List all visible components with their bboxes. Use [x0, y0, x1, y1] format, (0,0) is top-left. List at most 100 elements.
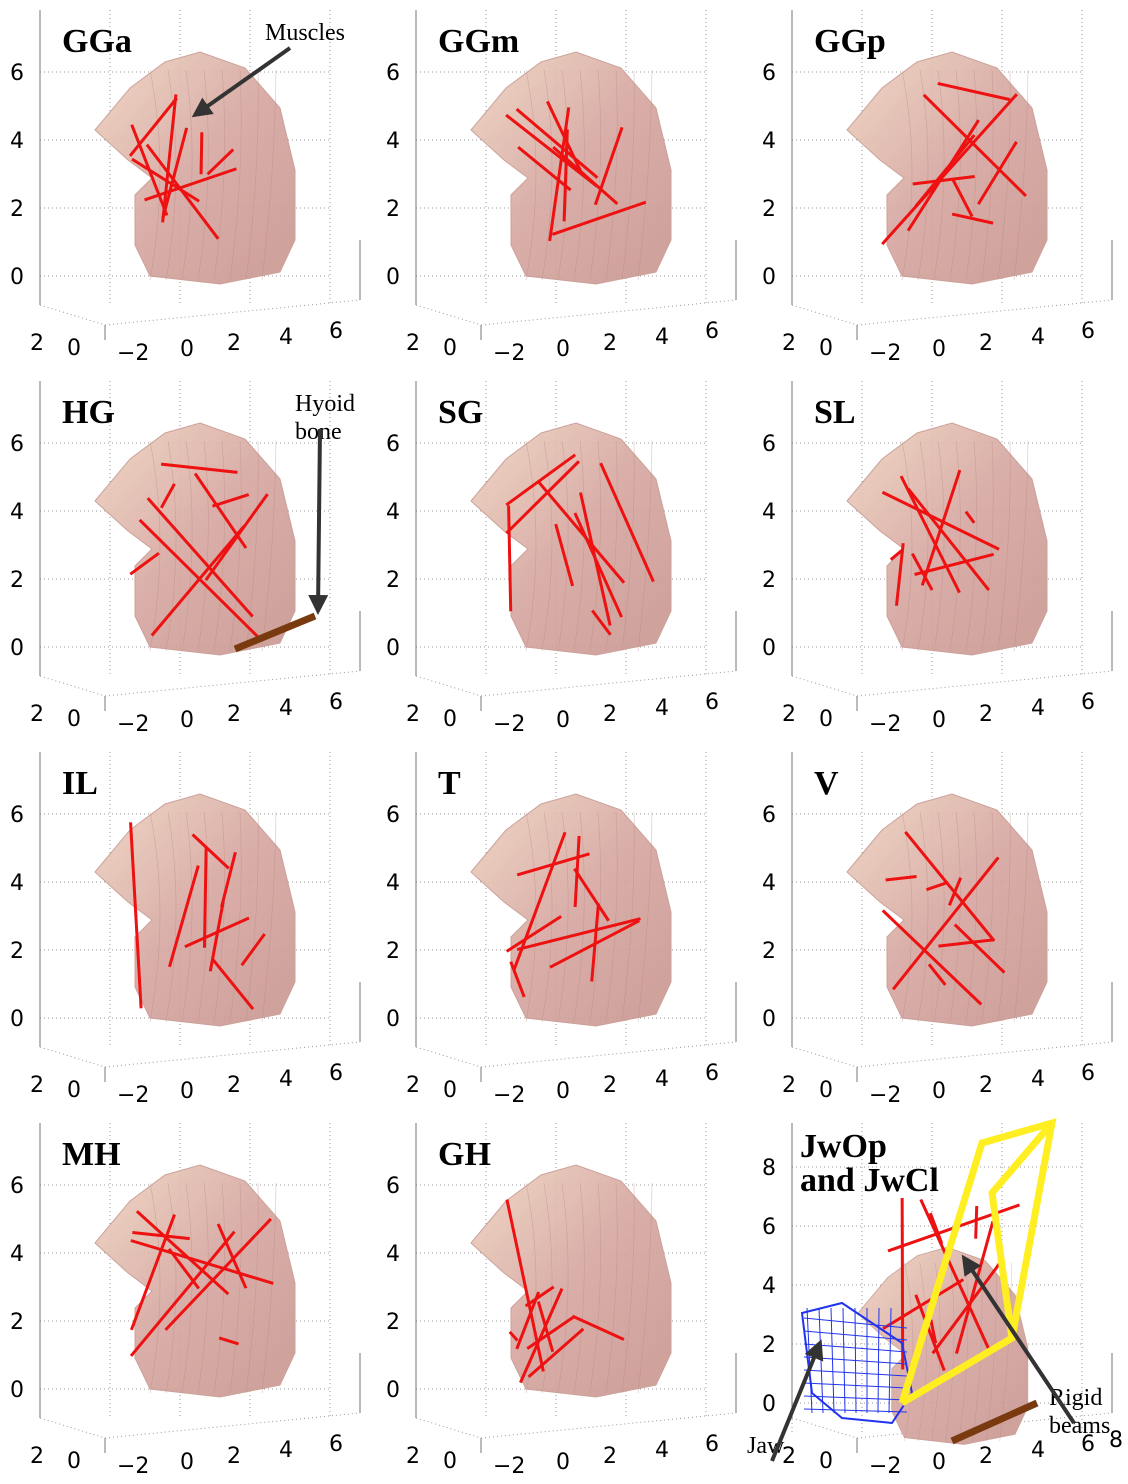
x-tick-label: −2	[493, 1083, 525, 1108]
y-tick-label: 6	[10, 1174, 24, 1199]
y-tick-label: 0	[762, 265, 776, 290]
y-tick-label: 6	[10, 803, 24, 828]
x-tick-label: 0	[443, 707, 457, 732]
tongue	[471, 52, 671, 284]
y-tick-label: 2	[762, 1333, 776, 1358]
x-tick-label: 0	[819, 707, 833, 732]
x-tick-label: 0	[67, 336, 81, 361]
x-tick-label: 0	[819, 1449, 833, 1474]
x-tick-label: 0	[180, 708, 194, 733]
x-tick-label: 2	[227, 1073, 241, 1098]
tongue-surface	[471, 794, 671, 1026]
x-tick-label: −2	[493, 712, 525, 737]
y-tick-label: 0	[386, 265, 400, 290]
x-tick-label: −2	[117, 1083, 149, 1108]
axis-floor	[792, 300, 1112, 325]
x-tick-label: 4	[1031, 696, 1045, 721]
y-tick-label: 0	[762, 636, 776, 661]
y-tick-label: 4	[762, 1274, 776, 1299]
axis-floor	[792, 1042, 1112, 1067]
x-tick-label: 0	[180, 337, 194, 362]
x-tick-label: 6	[705, 319, 719, 344]
x-tick-label: 0	[819, 1078, 833, 1103]
x-tick-label: 0	[443, 1449, 457, 1474]
y-tick-label: 2	[762, 939, 776, 964]
x-tick-label: 0	[932, 337, 946, 362]
tongue	[95, 52, 295, 284]
x-tick-label: −2	[117, 1454, 149, 1479]
y-tick-label: 8	[762, 1156, 776, 1181]
axis-floor	[416, 300, 736, 325]
x-tick-label: 0	[556, 1450, 570, 1475]
x-tick-label: 0	[819, 336, 833, 361]
x-tick-label: 0	[556, 1079, 570, 1104]
x-tick-label: 6	[329, 1432, 343, 1457]
x-tick-label: 4	[655, 1438, 669, 1463]
x-tick-label: 0	[443, 1078, 457, 1103]
x-tick-label: 4	[655, 696, 669, 721]
y-tick-label: 6	[10, 432, 24, 457]
x-tick-label: −2	[869, 341, 901, 366]
muscle-fiber	[976, 1206, 977, 1239]
x-tick-label: 0	[67, 1078, 81, 1103]
y-tick-label: 4	[10, 500, 24, 525]
y-tick-label: 0	[386, 636, 400, 661]
x-tick-label: 0	[180, 1079, 194, 1104]
x-tick-label: 2	[603, 331, 617, 356]
y-tick-label: 2	[10, 1310, 24, 1335]
x-tick-label: 4	[279, 696, 293, 721]
x-tick-label: 4	[1031, 1438, 1045, 1463]
x-tick-label: 2	[406, 1444, 420, 1469]
x-tick-label: 2	[227, 331, 241, 356]
panel-label: JwOp	[800, 1128, 887, 1165]
tongue	[471, 1165, 671, 1397]
panel-label: MH	[62, 1136, 121, 1173]
y-tick-label: 4	[10, 871, 24, 896]
y-tick-label: 6	[386, 803, 400, 828]
panel: 024620−20246SL	[762, 381, 1112, 737]
x-tick-label: 2	[979, 331, 993, 356]
x-tick-label: −2	[493, 341, 525, 366]
y-tick-label: 0	[386, 1007, 400, 1032]
x-tick-label: 6	[1081, 690, 1095, 715]
panel-label: SG	[438, 394, 483, 431]
tongue	[95, 794, 295, 1026]
y-tick-label: 2	[10, 568, 24, 593]
panel-label: GGa	[62, 23, 132, 60]
x-tick-label: 0	[932, 708, 946, 733]
tongue-surface	[95, 794, 295, 1026]
x-tick-label: 0	[180, 1450, 194, 1475]
y-tick-label: 0	[10, 636, 24, 661]
y-tick-label: 6	[762, 61, 776, 86]
x-tick-label: 0	[932, 1079, 946, 1104]
x-tick-label: 0	[556, 708, 570, 733]
panel-label: GGp	[814, 23, 886, 60]
panel-label: SL	[814, 394, 856, 431]
y-tick-label: 0	[762, 1007, 776, 1032]
x-tick-label: 2	[782, 331, 796, 356]
tongue-surface	[471, 1165, 671, 1397]
y-tick-label: 2	[10, 939, 24, 964]
x-tick-label: 4	[279, 1067, 293, 1092]
panel-label: GGm	[438, 23, 519, 60]
x-tick-label: −2	[493, 1454, 525, 1479]
figure: 024620−20246GGaMuscles024620−20246GGm024…	[0, 0, 1128, 1484]
y-tick-label: 2	[386, 197, 400, 222]
axis-floor	[40, 1042, 360, 1067]
x-tick-label: 2	[406, 331, 420, 356]
panel-label: GH	[438, 1136, 491, 1173]
panel: 024620−20246HGHyoidbone	[10, 381, 360, 737]
annotation: Hyoid	[295, 391, 355, 417]
y-tick-label: 4	[762, 500, 776, 525]
panel: 024620−20246V	[762, 752, 1112, 1108]
panel-label: V	[814, 765, 839, 802]
x-tick-label: 0	[932, 1450, 946, 1475]
tongue	[471, 794, 671, 1026]
x-tick-label: 2	[782, 1073, 796, 1098]
panel: 024620−20246GGaMuscles	[10, 10, 360, 366]
x-tick-label: 0	[556, 337, 570, 362]
muscle-fiber	[201, 132, 202, 174]
panel: 024620−20246IL	[10, 752, 360, 1108]
